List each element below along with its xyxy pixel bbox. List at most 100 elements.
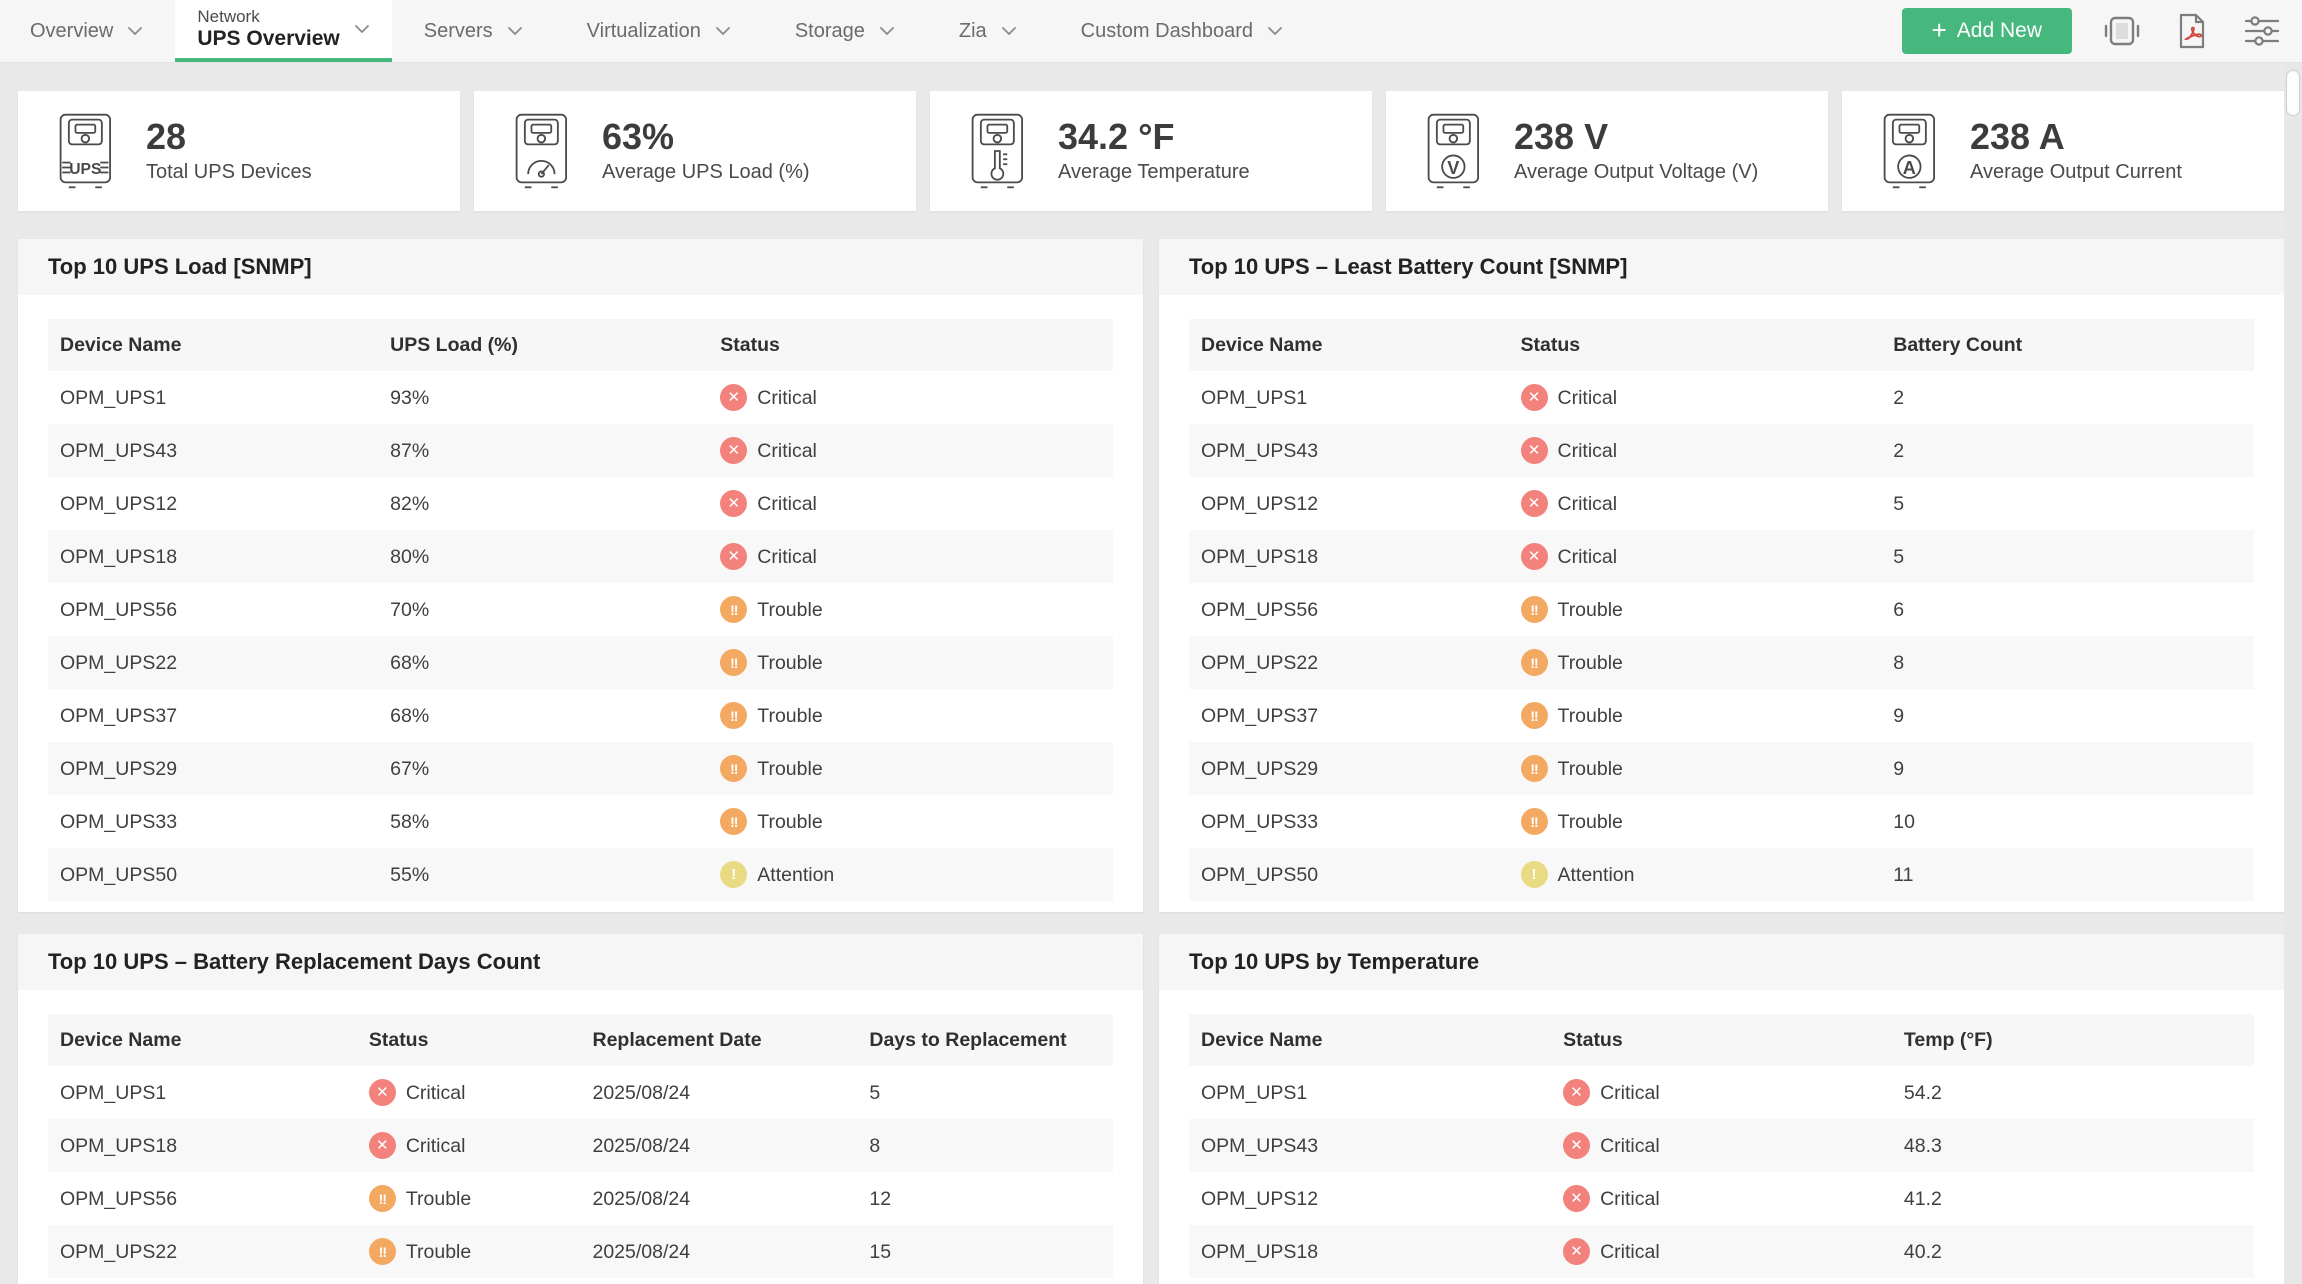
status-cell: ✕ Critical	[1551, 1119, 1892, 1172]
table-cell: OPM_UPS29	[1189, 742, 1509, 795]
status-cell: !! Trouble	[1508, 742, 1882, 795]
status-label: Critical	[757, 386, 817, 409]
status-label: Critical	[757, 439, 817, 462]
table-cell: OPM_UPS12	[60, 492, 178, 515]
table-cell: OPM_UPS56	[60, 598, 178, 621]
table-cell: 70%	[390, 598, 430, 621]
ups-device-icon: UPS	[54, 111, 120, 191]
trouble-status-icon: !!	[1520, 808, 1548, 835]
status-cell: !! Trouble	[1509, 583, 1882, 636]
status-label: Trouble	[405, 1187, 472, 1210]
table-cell: 2025/08/24	[580, 1225, 858, 1278]
column-header: Device Name	[1189, 319, 1509, 371]
table-cell: 68%	[390, 704, 430, 727]
settings-sliders-icon[interactable]	[2242, 11, 2282, 51]
table-cell: 41.2	[1903, 1187, 1942, 1210]
trouble-status-icon: !!	[1520, 755, 1548, 782]
status-cell: !! Trouble	[708, 742, 1113, 795]
table-cell: OPM_UPS33	[1201, 810, 1319, 833]
tab-overview[interactable]: Overview	[30, 0, 175, 62]
status-label: Trouble	[757, 651, 823, 674]
kpi-average-output-current: A 238 A Average Output Current	[1842, 91, 2284, 211]
table-cell: 9	[1881, 742, 2254, 795]
critical-status-icon: ✕	[1520, 437, 1548, 464]
top-nav: Overview Network UPS Overview Servers Vi…	[0, 0, 2302, 63]
status-cell: !! Trouble	[356, 1225, 581, 1278]
table-cell: OPM_UPS18	[48, 1119, 357, 1172]
table-cell: OPM_UPS37	[60, 704, 178, 727]
carousel-icon[interactable]	[2102, 11, 2142, 51]
critical-status-icon: ✕	[1563, 1185, 1591, 1212]
table-cell: OPM_UPS50	[1189, 848, 1509, 901]
kpi-label: Average Temperature	[1058, 160, 1250, 183]
table-cell: 68%	[378, 636, 709, 689]
vertical-scrollbar-thumb[interactable]	[2286, 70, 2300, 116]
table-cell: OPM_UPS12	[1201, 492, 1319, 515]
tab-label: Virtualization	[586, 19, 701, 42]
svg-text:A: A	[1903, 158, 1916, 178]
trouble-status-icon: !!	[1520, 702, 1548, 729]
kpi-value: 63%	[602, 115, 675, 157]
panel-least-battery-count: Top 10 UPS – Least Battery Count [SNMP] …	[1159, 239, 2284, 912]
table-row: OPM_UPS1 ✕ Critical 2025/08/24 5	[48, 1066, 1113, 1119]
table-row: OPM_UPS33!! Trouble 10	[1189, 795, 2254, 848]
critical-status-icon: ✕	[1520, 490, 1548, 517]
status-cell: ✕ Critical	[1509, 477, 1882, 530]
status-cell: ✕ Critical	[357, 1066, 581, 1119]
trouble-status-icon: !!	[720, 649, 748, 676]
vertical-scrollbar-track[interactable]	[2284, 64, 2302, 1284]
panel-top-ups-load: Top 10 UPS Load [SNMP] Device Name UPS Lo…	[18, 239, 1143, 912]
table-row: OPM_UPS29 67%!! Trouble	[48, 742, 1113, 795]
table-row: OPM_UPS37 68%!! Trouble	[48, 689, 1113, 742]
kpi-label: Average UPS Load (%)	[602, 160, 810, 183]
tab-virtualization[interactable]: Virtualization	[555, 0, 763, 62]
ups-load-table: Device Name UPS Load (%) Status OPM_UPS1 93%…	[48, 319, 1113, 901]
status-label: Trouble	[757, 598, 823, 621]
tab-label: UPS Overview	[197, 26, 340, 50]
tab-servers[interactable]: Servers	[392, 0, 555, 62]
tab-ups-overview[interactable]: Network UPS Overview	[175, 0, 392, 62]
ups-current-icon: A	[1878, 111, 1944, 191]
pdf-export-icon[interactable]	[2172, 11, 2212, 51]
kpi-total-ups-devices: UPS 28 Total UPS Devices	[18, 91, 460, 211]
critical-status-icon: ✕	[1520, 543, 1548, 570]
status-label: Critical	[1600, 1240, 1660, 1263]
table-row: OPM_UPS1 ✕ Critical 54.2	[1189, 1066, 2254, 1119]
add-new-button[interactable]: + Add New	[1901, 8, 2072, 54]
table-cell: 2025/08/24	[592, 1081, 691, 1104]
trouble-status-icon: !!	[1520, 596, 1548, 623]
critical-status-icon: ✕	[720, 437, 748, 464]
column-header: Days to Replacement	[857, 1014, 1113, 1066]
trouble-status-icon: !!	[1520, 649, 1548, 676]
tab-custom-dashboard[interactable]: Custom Dashboard	[1049, 0, 1315, 62]
table-cell: 55%	[378, 848, 709, 901]
attention-status-icon: !	[720, 861, 748, 888]
status-cell: ✕ Critical	[708, 371, 1113, 424]
status-label: Trouble	[757, 704, 823, 727]
column-header: Device Name	[1189, 1014, 1552, 1066]
table-cell: 11	[1881, 848, 2254, 901]
table-cell: 12	[869, 1187, 892, 1210]
table-cell: OPM_UPS22	[48, 1225, 357, 1278]
table-cell: OPM_UPS22	[48, 636, 379, 689]
table-cell: OPM_UPS43	[48, 424, 379, 477]
table-cell: 5	[869, 1081, 881, 1104]
status-cell: ✕ Critical	[356, 1119, 581, 1172]
ups-load-gauge-icon	[510, 111, 576, 191]
tab-zia[interactable]: Zia	[927, 0, 1049, 62]
kpi-row: UPS 28 Total UPS Devices	[18, 91, 2284, 211]
panel-grid: Top 10 UPS Load [SNMP] Device Name UPS Lo…	[18, 239, 2284, 1284]
column-header: Replacement Date	[580, 1014, 858, 1066]
status-cell: !! Trouble	[708, 795, 1113, 848]
status-cell: ✕ Critical	[708, 424, 1113, 477]
tab-label: Zia	[958, 19, 987, 42]
critical-status-icon: ✕	[720, 543, 748, 570]
status-cell: ! Attention	[1508, 848, 1882, 901]
trouble-status-icon: !!	[720, 808, 748, 835]
table-cell: 67%	[378, 742, 709, 795]
tab-storage[interactable]: Storage	[763, 0, 927, 62]
table-cell: 48.3	[1891, 1119, 2254, 1172]
table-cell: OPM_UPS18	[48, 530, 379, 583]
kpi-value: 28	[146, 115, 187, 157]
critical-status-icon: ✕	[720, 490, 748, 517]
